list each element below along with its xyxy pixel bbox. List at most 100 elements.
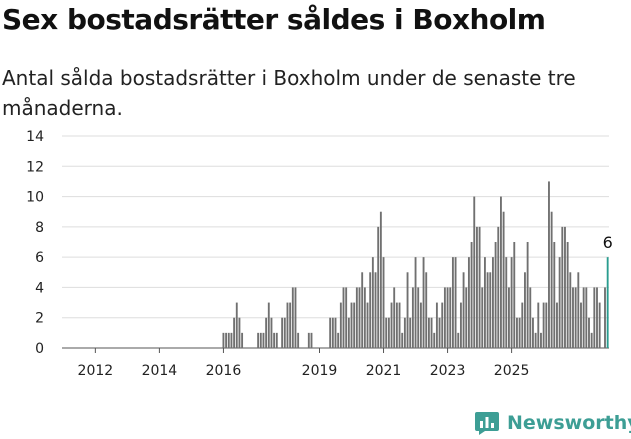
grid-lines — [62, 135, 609, 349]
bar — [281, 317, 284, 348]
y-axis: 0 2 4 6 8 10 12 14 — [26, 129, 44, 357]
y-tick-label: 8 — [35, 220, 44, 236]
x-tick-label: 2021 — [366, 363, 402, 379]
y-tick-label: 12 — [26, 159, 44, 175]
bar — [395, 302, 398, 348]
bar — [257, 332, 260, 348]
bar — [459, 302, 462, 348]
bar — [387, 317, 390, 348]
bar — [435, 302, 438, 348]
bar — [516, 317, 518, 348]
bar — [500, 196, 502, 348]
bar — [580, 302, 582, 348]
bar — [262, 332, 265, 348]
bar — [491, 257, 494, 348]
bar — [438, 317, 441, 348]
bar — [401, 332, 404, 348]
bar — [524, 272, 526, 348]
bar — [494, 242, 497, 348]
bar — [273, 332, 276, 348]
bar — [310, 332, 313, 348]
bar — [548, 181, 550, 348]
bar — [566, 242, 569, 348]
bar — [390, 302, 393, 348]
bar — [259, 332, 262, 348]
y-tick-label: 2 — [35, 311, 44, 327]
bar — [433, 332, 436, 348]
y-tick-label: 10 — [26, 190, 44, 206]
bar — [411, 287, 414, 348]
x-tick-label: 2025 — [494, 363, 530, 379]
bar — [379, 211, 382, 348]
bar — [502, 211, 505, 348]
bar — [585, 287, 588, 348]
x-tick-label: 2012 — [78, 363, 114, 379]
bar — [235, 302, 238, 348]
bar — [457, 332, 460, 348]
bar — [537, 302, 540, 348]
bar — [497, 226, 500, 348]
bar — [353, 302, 356, 348]
bar — [307, 332, 310, 348]
bar — [363, 287, 366, 348]
bar — [267, 302, 270, 348]
bar — [358, 287, 361, 348]
bar — [409, 317, 412, 348]
bar — [577, 272, 580, 348]
bar — [545, 302, 548, 348]
bar — [572, 287, 574, 348]
bar — [230, 332, 233, 348]
bar — [510, 257, 513, 348]
y-tick-label: 14 — [26, 129, 44, 145]
bar — [417, 287, 420, 348]
bar — [534, 332, 537, 348]
bar — [550, 211, 553, 348]
data-label: 6 — [603, 233, 613, 252]
bar — [508, 287, 510, 348]
bar — [294, 287, 297, 348]
bar — [542, 302, 545, 348]
bar — [486, 272, 489, 348]
bar — [481, 287, 484, 348]
bar — [403, 317, 406, 348]
bar — [593, 287, 596, 348]
bar — [449, 287, 452, 348]
y-tick-label: 6 — [35, 250, 44, 266]
bar — [574, 287, 577, 348]
bar — [473, 196, 476, 348]
data-labels: 6 — [603, 233, 613, 252]
x-tick-label: 2019 — [302, 363, 338, 379]
bar — [334, 317, 337, 348]
bar — [283, 317, 286, 348]
bar — [419, 302, 422, 348]
bar — [377, 226, 380, 348]
bar — [443, 287, 446, 348]
bar — [366, 302, 369, 348]
bar — [483, 257, 486, 348]
bar — [441, 302, 444, 348]
x-tick-label: 2014 — [142, 363, 178, 379]
bar — [339, 302, 342, 348]
bar — [371, 257, 374, 348]
bar — [521, 302, 524, 348]
bar — [414, 257, 417, 348]
bar — [558, 257, 561, 348]
bar — [393, 287, 396, 348]
bar — [489, 272, 492, 348]
bar-highlight — [606, 257, 609, 348]
bar — [275, 332, 278, 348]
bar — [342, 287, 345, 348]
x-tick-label: 2023 — [430, 363, 466, 379]
bar — [233, 317, 236, 348]
bar — [478, 226, 481, 348]
bars — [222, 181, 609, 348]
bar — [446, 287, 449, 348]
bar — [238, 317, 241, 348]
newsworthy-logo-icon — [475, 412, 499, 435]
bar — [422, 257, 425, 348]
bar — [374, 272, 377, 348]
bar — [529, 287, 532, 348]
bar — [241, 332, 244, 348]
bar — [297, 332, 300, 348]
bar — [553, 242, 556, 348]
